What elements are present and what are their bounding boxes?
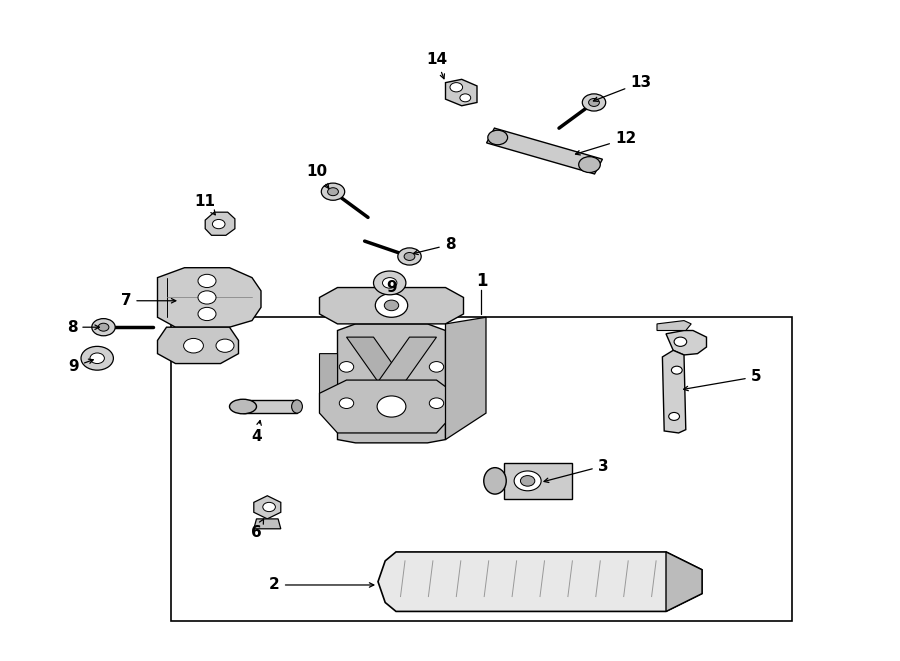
Polygon shape [666,330,706,355]
Text: 9: 9 [68,359,94,374]
Text: 2: 2 [269,578,373,592]
Circle shape [212,219,225,229]
Polygon shape [338,324,446,443]
Circle shape [184,338,203,353]
Circle shape [98,323,109,331]
Circle shape [375,293,408,317]
Polygon shape [320,380,454,433]
Polygon shape [666,552,702,611]
Text: 8: 8 [67,320,99,334]
Circle shape [328,188,338,196]
Circle shape [669,412,680,420]
Ellipse shape [484,468,507,494]
Circle shape [81,346,113,370]
Polygon shape [378,552,702,611]
Circle shape [450,83,463,92]
Polygon shape [158,268,261,327]
Circle shape [384,300,399,311]
Polygon shape [320,354,338,413]
Text: 14: 14 [426,52,447,79]
Text: 13: 13 [593,75,652,101]
Circle shape [216,339,234,352]
Polygon shape [254,519,281,529]
Circle shape [198,291,216,304]
Text: 12: 12 [575,132,636,155]
Circle shape [263,502,275,512]
Text: 3: 3 [544,459,608,483]
Polygon shape [205,212,235,235]
Polygon shape [346,337,436,426]
Circle shape [671,366,682,374]
Ellipse shape [230,399,256,414]
Circle shape [582,94,606,111]
Polygon shape [446,79,477,106]
Bar [171,317,792,621]
Circle shape [589,98,599,106]
Circle shape [339,398,354,408]
Polygon shape [657,321,691,330]
Polygon shape [254,496,281,519]
Ellipse shape [292,400,302,413]
Circle shape [382,278,397,288]
Circle shape [488,130,508,145]
Circle shape [520,476,535,486]
Circle shape [198,307,216,321]
Circle shape [377,396,406,417]
Circle shape [460,94,471,102]
Circle shape [404,253,415,260]
Circle shape [321,183,345,200]
Circle shape [90,353,104,364]
Polygon shape [243,400,297,413]
Text: 5: 5 [684,369,761,391]
Circle shape [429,362,444,372]
Circle shape [674,337,687,346]
Text: 11: 11 [194,194,216,215]
Text: 6: 6 [251,519,264,539]
Text: 7: 7 [121,293,176,308]
Circle shape [198,274,216,288]
Circle shape [92,319,115,336]
Circle shape [374,271,406,295]
Circle shape [514,471,541,490]
Polygon shape [662,350,686,433]
Polygon shape [504,463,572,499]
Polygon shape [346,337,436,426]
Polygon shape [320,288,464,324]
Circle shape [579,157,600,173]
Polygon shape [446,317,486,440]
Text: 9: 9 [386,280,397,295]
Text: 1: 1 [476,272,487,290]
Text: 10: 10 [306,165,328,188]
Circle shape [339,362,354,372]
Polygon shape [158,327,239,364]
Circle shape [398,248,421,265]
Polygon shape [487,128,602,174]
Text: 4: 4 [251,420,262,444]
Circle shape [429,398,444,408]
Text: 8: 8 [414,237,455,254]
